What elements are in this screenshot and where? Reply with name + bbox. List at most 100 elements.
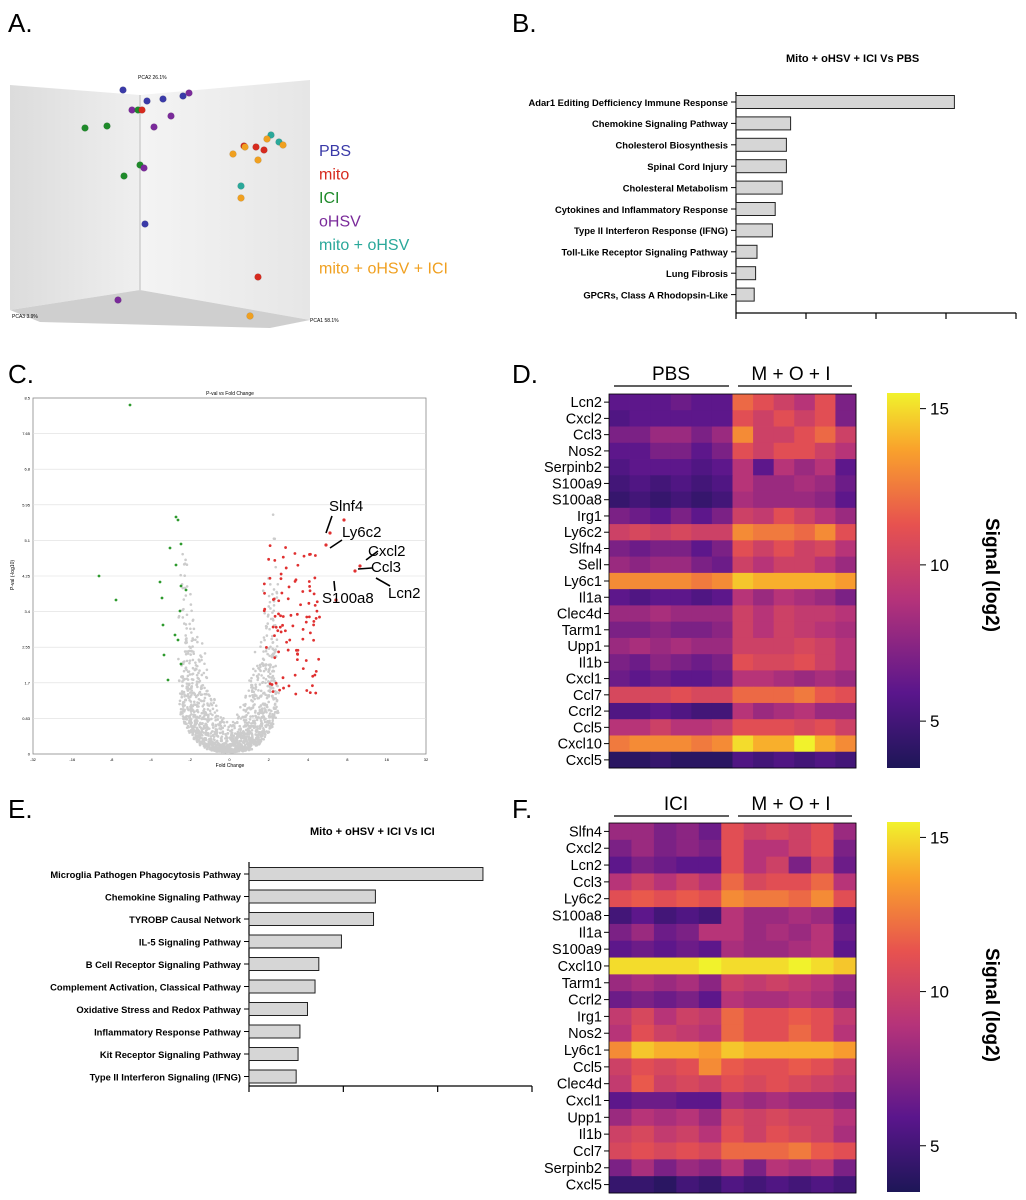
- volcano-point-up: [294, 578, 298, 582]
- heatmap-cell: [691, 394, 713, 411]
- heatmap-cell: [833, 1008, 857, 1026]
- heatmap-cell: [753, 524, 775, 541]
- heatmap-cell: [753, 459, 775, 476]
- pca-point: [254, 156, 262, 164]
- heatmap-d-group-1: PBS: [652, 364, 690, 385]
- pca-plot: PCA2 26.1% PCA3 3.9% PCA1 58.1% PBS mito I…: [10, 75, 448, 328]
- volcano-point: [211, 726, 215, 729]
- volcano-point: [181, 707, 185, 711]
- pca-point: [167, 112, 175, 120]
- volcano-point: [213, 697, 216, 701]
- bar: [248, 1024, 301, 1039]
- heatmap-cell: [835, 735, 857, 753]
- colorbar-f-label: Signal (log2): [981, 948, 1002, 1062]
- heatmap-cell: [753, 572, 775, 590]
- bar-b-title: Mito + oHSV + ICI Vs PBS: [786, 53, 919, 65]
- volcano-point-up: [284, 546, 287, 549]
- pca-point: [185, 89, 193, 97]
- heatmap-cell: [788, 1075, 812, 1093]
- volcano-point: [259, 735, 263, 738]
- heatmap-cell: [653, 940, 677, 958]
- volcano-point-up: [278, 625, 282, 629]
- volcano-point: [205, 747, 209, 751]
- heatmap-row-label: Ly6c2: [564, 892, 602, 908]
- volcano-point: [199, 654, 202, 657]
- heatmap-cell: [811, 856, 834, 874]
- heatmap-row-label: Ccrl2: [568, 993, 602, 1009]
- volcano-point: [258, 705, 261, 709]
- volcano-point: [256, 678, 260, 682]
- heatmap-cell: [794, 719, 816, 736]
- volcano-point-up: [308, 589, 312, 593]
- heatmap-cell: [609, 637, 630, 655]
- volcano-point: [184, 594, 188, 597]
- panel-label-e: E.: [8, 794, 33, 824]
- volcano-point-up: [277, 612, 280, 616]
- heatmap-row-label: Slfn4: [569, 824, 602, 840]
- volcano-point: [241, 715, 244, 719]
- volcano-point: [267, 647, 271, 650]
- volcano-point-up: [328, 531, 332, 535]
- volcano-point: [260, 721, 264, 725]
- volcano-point-down: [166, 678, 170, 682]
- heatmap-row-label: Tarm1: [562, 976, 602, 992]
- volcano-point: [244, 735, 248, 739]
- volcano-point: [188, 661, 191, 665]
- heatmap-cell: [833, 991, 857, 1009]
- heatmap-cell: [698, 923, 722, 942]
- heatmap-cell: [833, 839, 857, 858]
- heatmap-cell: [788, 974, 812, 992]
- volcano-point-up: [296, 652, 299, 656]
- volcano-point: [200, 658, 203, 662]
- heatmap-cell: [653, 823, 677, 841]
- volcano-point: [197, 671, 200, 675]
- volcano-point: [185, 682, 189, 685]
- heatmap-cell: [835, 491, 857, 509]
- volcano-point: [214, 741, 217, 745]
- volcano-point: [251, 706, 254, 710]
- volcano-point-down: [174, 563, 178, 567]
- volcano-point: [190, 649, 193, 653]
- volcano-point: [177, 657, 180, 661]
- volcano-point-up: [271, 690, 275, 694]
- colorbar-tick-label: 10: [930, 556, 949, 575]
- heatmap-cell: [721, 1125, 745, 1143]
- heatmap-cell: [609, 751, 630, 769]
- volcano-point: [193, 668, 197, 672]
- volcano-point: [181, 680, 184, 683]
- heatmap-cell: [711, 524, 733, 541]
- heatmap-cell: [794, 491, 816, 509]
- bar: [735, 159, 787, 174]
- volcano-point: [268, 712, 272, 715]
- volcano-point: [179, 573, 182, 577]
- volcano-point: [260, 708, 264, 712]
- volcano-point: [208, 709, 212, 713]
- volcano-point: [195, 683, 198, 687]
- volcano-point: [187, 725, 190, 729]
- volcano-point: [189, 685, 193, 689]
- volcano-point-up: [308, 631, 312, 635]
- volcano-point: [250, 732, 254, 735]
- heatmap-cell: [609, 589, 630, 606]
- volcano-point-up: [311, 674, 315, 678]
- bar-category-label: Type II Interferon Response (IFNG): [574, 225, 728, 236]
- volcano-plot: P-val vs Fold Change Fold Change P-val (…: [10, 391, 429, 769]
- heatmap-cell: [811, 1024, 834, 1043]
- panel-label-d: D.: [512, 359, 538, 389]
- heatmap-cell: [670, 702, 692, 720]
- volcano-point: [267, 667, 271, 671]
- volcano-point: [266, 615, 270, 618]
- volcano-point-down: [160, 596, 164, 600]
- volcano-point: [271, 654, 275, 658]
- volcano-point: [192, 737, 196, 741]
- heatmap-row-label: Slfn4: [569, 541, 602, 557]
- volcano-point: [225, 720, 229, 724]
- heatmap-cell: [653, 1159, 677, 1177]
- volcano-point: [260, 694, 263, 697]
- volcano-point: [247, 729, 250, 732]
- heatmap-cell: [650, 572, 672, 590]
- panel-label-b: B.: [512, 8, 537, 38]
- heatmap-cell: [609, 459, 630, 476]
- heatmap-cell: [794, 735, 816, 753]
- volcano-point: [253, 722, 257, 725]
